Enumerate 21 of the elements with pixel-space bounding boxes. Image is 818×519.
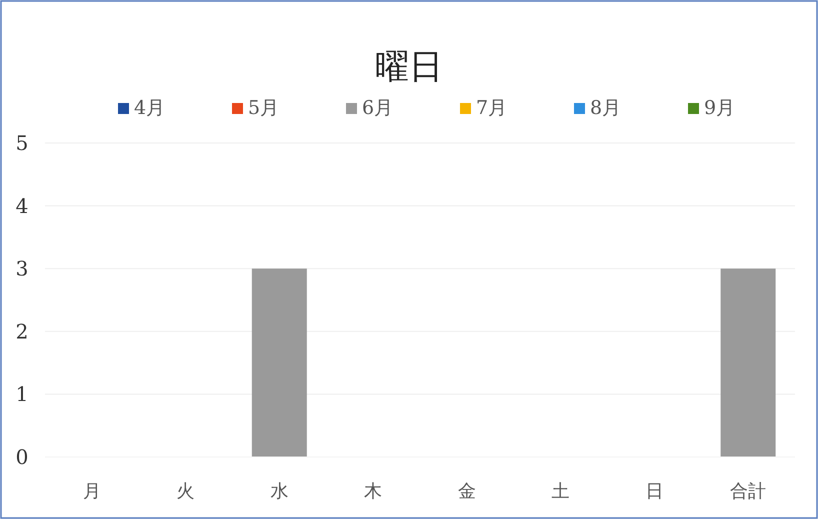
x-tick-label: 火 xyxy=(176,481,195,502)
x-tick-label: 合計 xyxy=(730,481,766,502)
chart-title: 曜日 xyxy=(375,47,443,87)
x-tick-label: 金 xyxy=(458,481,476,502)
legend-label: 5月 xyxy=(248,97,280,119)
x-tick-label: 月 xyxy=(82,481,101,502)
x-tick-label: 水 xyxy=(270,481,288,502)
y-tick-label: 1 xyxy=(16,382,28,406)
legend-label: 9月 xyxy=(704,97,736,119)
x-tick-label: 日 xyxy=(645,481,664,502)
legend-label: 4月 xyxy=(134,97,166,119)
y-tick-label: 2 xyxy=(16,319,28,344)
legend-label: 6月 xyxy=(362,97,394,119)
x-tick-label: 土 xyxy=(552,481,570,502)
y-tick-label: 4 xyxy=(16,194,28,218)
y-tick-label: 0 xyxy=(16,445,28,469)
legend-label: 8月 xyxy=(590,97,622,119)
y-tick-label: 5 xyxy=(16,131,28,155)
legend-label: 7月 xyxy=(476,97,508,119)
x-tick-label: 木 xyxy=(364,481,382,502)
y-tick-label: 3 xyxy=(16,256,28,281)
